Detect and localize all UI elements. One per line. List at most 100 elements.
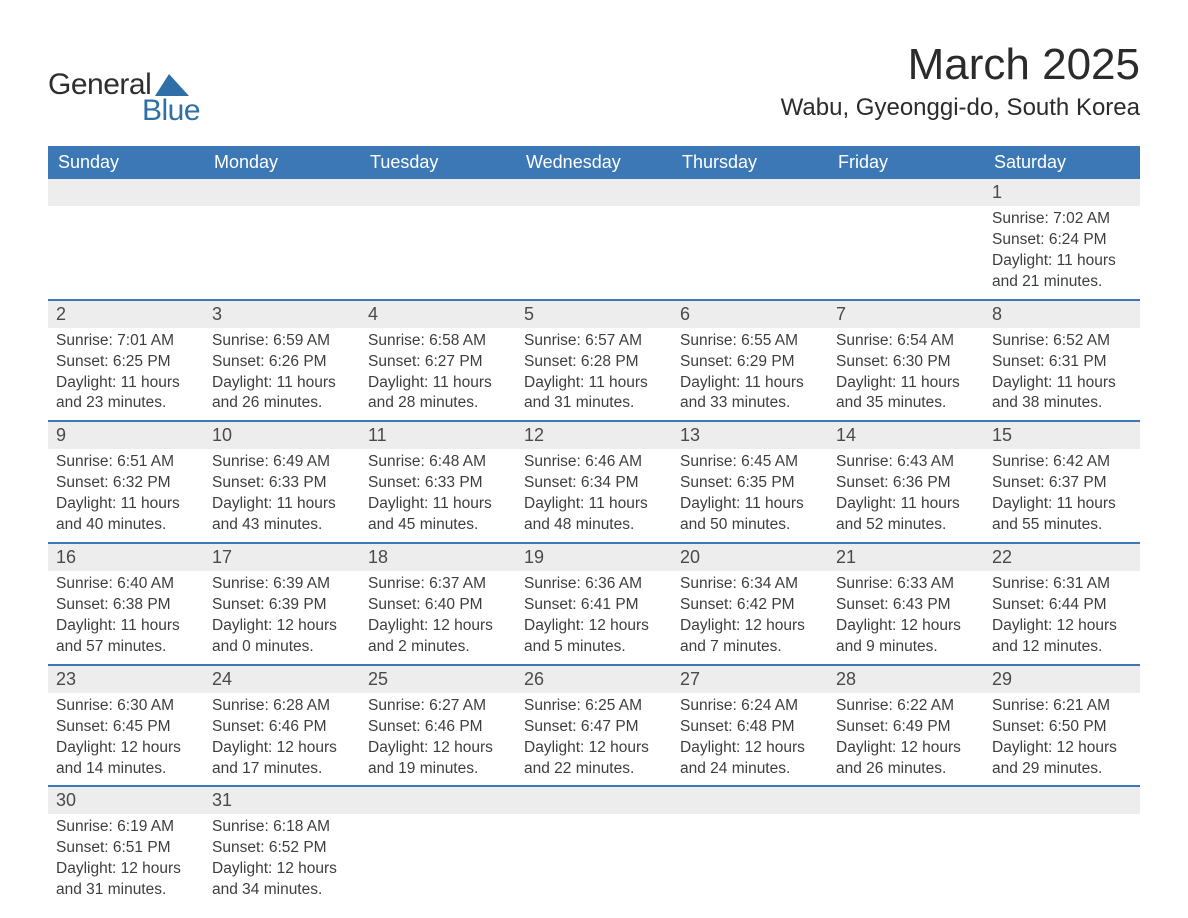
day-header: Tuesday: [360, 146, 516, 179]
day-sunrise: Sunrise: 6:21 AM: [992, 696, 1132, 717]
day-number: [672, 179, 828, 206]
day-number: [516, 786, 672, 814]
day-d1: Daylight: 12 hours: [368, 616, 508, 637]
day-cell: Sunrise: 6:19 AMSunset: 6:51 PMDaylight:…: [48, 814, 204, 907]
day-sunrise: Sunrise: 6:57 AM: [524, 331, 664, 352]
day-d1: Daylight: 11 hours: [992, 373, 1132, 394]
day-number: [360, 179, 516, 206]
day-number: [516, 179, 672, 206]
day-cell: [984, 814, 1140, 907]
day-content-row: Sunrise: 7:01 AMSunset: 6:25 PMDaylight:…: [48, 328, 1140, 422]
day-cell: Sunrise: 6:31 AMSunset: 6:44 PMDaylight:…: [984, 571, 1140, 665]
title-block: March 2025 Wabu, Gyeonggi-do, South Kore…: [781, 40, 1140, 122]
day-number: 21: [828, 543, 984, 571]
day-cell: Sunrise: 6:58 AMSunset: 6:27 PMDaylight:…: [360, 328, 516, 422]
day-sunrise: Sunrise: 7:02 AM: [992, 209, 1132, 230]
day-d2: and 14 minutes.: [56, 759, 196, 780]
day-number: [672, 786, 828, 814]
day-sunrise: Sunrise: 7:01 AM: [56, 331, 196, 352]
day-number: 14: [828, 421, 984, 449]
day-number: 28: [828, 665, 984, 693]
day-sunset: Sunset: 6:27 PM: [368, 352, 508, 373]
day-number: [204, 179, 360, 206]
day-sunset: Sunset: 6:26 PM: [212, 352, 352, 373]
day-sunrise: Sunrise: 6:55 AM: [680, 331, 820, 352]
daynum-row: 3031: [48, 786, 1140, 814]
day-d1: Daylight: 12 hours: [56, 859, 196, 880]
day-sunrise: Sunrise: 6:36 AM: [524, 574, 664, 595]
day-d1: Daylight: 11 hours: [56, 373, 196, 394]
day-number: 5: [516, 300, 672, 328]
day-d1: Daylight: 11 hours: [992, 494, 1132, 515]
day-sunset: Sunset: 6:31 PM: [992, 352, 1132, 373]
day-d1: Daylight: 11 hours: [992, 251, 1132, 272]
day-cell: Sunrise: 6:46 AMSunset: 6:34 PMDaylight:…: [516, 449, 672, 543]
day-sunset: Sunset: 6:29 PM: [680, 352, 820, 373]
day-sunrise: Sunrise: 6:18 AM: [212, 817, 352, 838]
day-number: [828, 786, 984, 814]
day-sunset: Sunset: 6:46 PM: [212, 717, 352, 738]
day-d1: Daylight: 11 hours: [56, 616, 196, 637]
day-number: 2: [48, 300, 204, 328]
day-sunrise: Sunrise: 6:43 AM: [836, 452, 976, 473]
day-number: 10: [204, 421, 360, 449]
day-d2: and 43 minutes.: [212, 515, 352, 536]
day-cell: [828, 206, 984, 300]
day-sunrise: Sunrise: 6:49 AM: [212, 452, 352, 473]
day-d1: Daylight: 12 hours: [992, 738, 1132, 759]
day-d2: and 7 minutes.: [680, 637, 820, 658]
day-sunset: Sunset: 6:30 PM: [836, 352, 976, 373]
day-cell: [360, 206, 516, 300]
day-sunrise: Sunrise: 6:33 AM: [836, 574, 976, 595]
day-number: 13: [672, 421, 828, 449]
day-cell: [672, 206, 828, 300]
day-header: Thursday: [672, 146, 828, 179]
day-cell: Sunrise: 6:28 AMSunset: 6:46 PMDaylight:…: [204, 693, 360, 787]
day-number: [360, 786, 516, 814]
day-d2: and 19 minutes.: [368, 759, 508, 780]
day-cell: Sunrise: 6:25 AMSunset: 6:47 PMDaylight:…: [516, 693, 672, 787]
day-cell: Sunrise: 6:52 AMSunset: 6:31 PMDaylight:…: [984, 328, 1140, 422]
day-cell: Sunrise: 6:54 AMSunset: 6:30 PMDaylight:…: [828, 328, 984, 422]
day-d1: Daylight: 11 hours: [368, 373, 508, 394]
day-d1: Daylight: 11 hours: [836, 494, 976, 515]
location-label: Wabu, Gyeonggi-do, South Korea: [781, 94, 1140, 122]
day-sunrise: Sunrise: 6:24 AM: [680, 696, 820, 717]
day-header: Monday: [204, 146, 360, 179]
day-d2: and 17 minutes.: [212, 759, 352, 780]
day-cell: [360, 814, 516, 907]
day-d2: and 52 minutes.: [836, 515, 976, 536]
day-sunrise: Sunrise: 6:34 AM: [680, 574, 820, 595]
day-cell: Sunrise: 6:43 AMSunset: 6:36 PMDaylight:…: [828, 449, 984, 543]
day-content-row: Sunrise: 6:40 AMSunset: 6:38 PMDaylight:…: [48, 571, 1140, 665]
day-number: 16: [48, 543, 204, 571]
day-sunset: Sunset: 6:49 PM: [836, 717, 976, 738]
day-content-row: Sunrise: 7:02 AMSunset: 6:24 PMDaylight:…: [48, 206, 1140, 300]
day-cell: Sunrise: 6:37 AMSunset: 6:40 PMDaylight:…: [360, 571, 516, 665]
day-content-row: Sunrise: 6:19 AMSunset: 6:51 PMDaylight:…: [48, 814, 1140, 907]
day-d2: and 12 minutes.: [992, 637, 1132, 658]
day-sunrise: Sunrise: 6:19 AM: [56, 817, 196, 838]
day-d1: Daylight: 12 hours: [524, 738, 664, 759]
day-sunset: Sunset: 6:41 PM: [524, 595, 664, 616]
day-number: 27: [672, 665, 828, 693]
day-cell: Sunrise: 6:59 AMSunset: 6:26 PMDaylight:…: [204, 328, 360, 422]
day-d1: Daylight: 12 hours: [212, 616, 352, 637]
day-cell: [204, 206, 360, 300]
day-sunrise: Sunrise: 6:22 AM: [836, 696, 976, 717]
day-sunrise: Sunrise: 6:27 AM: [368, 696, 508, 717]
day-cell: Sunrise: 6:49 AMSunset: 6:33 PMDaylight:…: [204, 449, 360, 543]
day-sunset: Sunset: 6:24 PM: [992, 230, 1132, 251]
day-d2: and 34 minutes.: [212, 880, 352, 901]
daynum-row: 16171819202122: [48, 543, 1140, 571]
logo-triangle-icon: [155, 74, 189, 96]
day-content-row: Sunrise: 6:51 AMSunset: 6:32 PMDaylight:…: [48, 449, 1140, 543]
day-d2: and 35 minutes.: [836, 393, 976, 414]
day-d1: Daylight: 12 hours: [836, 738, 976, 759]
day-d1: Daylight: 12 hours: [56, 738, 196, 759]
day-d2: and 55 minutes.: [992, 515, 1132, 536]
day-sunset: Sunset: 6:42 PM: [680, 595, 820, 616]
day-sunset: Sunset: 6:45 PM: [56, 717, 196, 738]
day-cell: Sunrise: 6:27 AMSunset: 6:46 PMDaylight:…: [360, 693, 516, 787]
day-sunset: Sunset: 6:32 PM: [56, 473, 196, 494]
